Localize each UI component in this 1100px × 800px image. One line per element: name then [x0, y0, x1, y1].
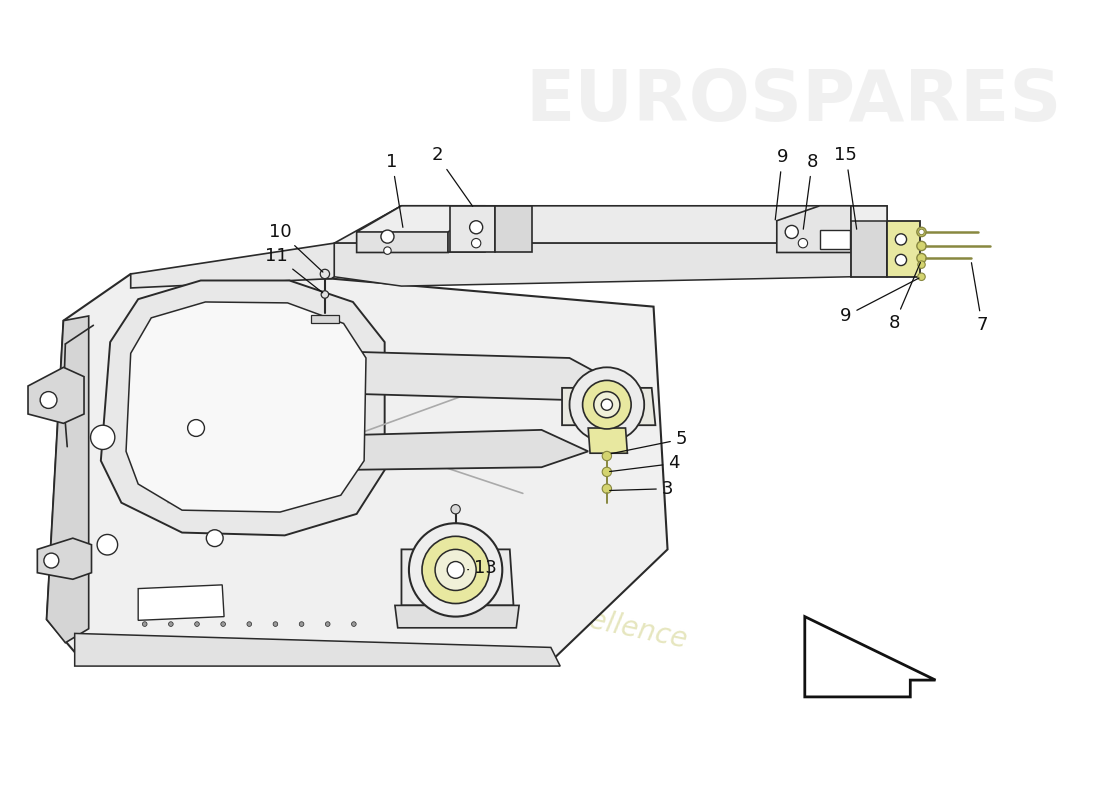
Circle shape: [799, 238, 807, 248]
Circle shape: [273, 622, 278, 626]
Polygon shape: [75, 634, 560, 666]
Polygon shape: [495, 206, 532, 253]
Circle shape: [583, 380, 631, 429]
Circle shape: [44, 553, 58, 568]
Polygon shape: [334, 243, 851, 286]
Circle shape: [246, 622, 252, 626]
Circle shape: [916, 254, 926, 262]
Circle shape: [916, 227, 926, 237]
Circle shape: [570, 367, 645, 442]
Polygon shape: [820, 230, 849, 249]
Circle shape: [785, 226, 799, 238]
Circle shape: [436, 550, 476, 590]
Text: 9: 9: [840, 278, 918, 325]
Circle shape: [916, 242, 926, 250]
Polygon shape: [448, 206, 485, 253]
Circle shape: [321, 290, 329, 298]
Circle shape: [451, 505, 460, 514]
Circle shape: [142, 622, 147, 626]
Polygon shape: [805, 617, 935, 697]
Text: 4: 4: [609, 454, 680, 473]
Circle shape: [384, 247, 392, 254]
Polygon shape: [588, 428, 627, 454]
Circle shape: [895, 234, 906, 245]
Polygon shape: [101, 281, 385, 535]
Text: EUROSPARES: EUROSPARES: [526, 66, 1062, 136]
Circle shape: [40, 391, 57, 409]
Polygon shape: [46, 316, 89, 642]
Text: 9: 9: [776, 148, 788, 220]
Polygon shape: [887, 221, 920, 277]
Text: 5: 5: [612, 430, 688, 454]
Circle shape: [97, 534, 118, 555]
Circle shape: [320, 270, 330, 278]
Circle shape: [602, 467, 612, 477]
Text: 11: 11: [265, 247, 322, 293]
Circle shape: [188, 420, 205, 437]
Polygon shape: [402, 550, 514, 606]
Polygon shape: [356, 206, 448, 253]
Polygon shape: [311, 315, 339, 322]
Circle shape: [602, 399, 613, 410]
Circle shape: [917, 273, 925, 281]
Polygon shape: [777, 206, 851, 253]
Circle shape: [472, 238, 481, 248]
Circle shape: [602, 484, 612, 494]
Circle shape: [917, 261, 925, 268]
Polygon shape: [450, 206, 495, 253]
Circle shape: [470, 221, 483, 234]
Circle shape: [422, 536, 490, 603]
Polygon shape: [356, 206, 485, 232]
Circle shape: [326, 622, 330, 626]
Polygon shape: [37, 538, 91, 579]
Text: 10: 10: [268, 223, 323, 272]
Circle shape: [352, 622, 356, 626]
Text: 15: 15: [835, 146, 857, 230]
Circle shape: [381, 230, 394, 243]
Text: 13: 13: [468, 559, 497, 577]
Text: 8: 8: [803, 153, 818, 229]
Polygon shape: [126, 302, 366, 512]
Polygon shape: [395, 606, 519, 628]
Circle shape: [168, 622, 173, 626]
Polygon shape: [851, 206, 887, 221]
Polygon shape: [289, 430, 588, 470]
Text: 7: 7: [971, 262, 988, 334]
Circle shape: [207, 530, 223, 546]
Circle shape: [409, 523, 503, 617]
Polygon shape: [131, 243, 334, 288]
Circle shape: [594, 391, 620, 418]
Circle shape: [918, 229, 924, 234]
Circle shape: [299, 622, 304, 626]
Text: a passion for excellence: a passion for excellence: [355, 557, 690, 654]
Text: 2: 2: [431, 146, 473, 206]
Polygon shape: [851, 206, 887, 277]
Polygon shape: [28, 367, 84, 423]
Text: 1: 1: [386, 153, 403, 227]
Circle shape: [195, 622, 199, 626]
Polygon shape: [299, 351, 616, 400]
Circle shape: [90, 426, 114, 450]
Circle shape: [895, 254, 906, 266]
Polygon shape: [334, 206, 851, 253]
Polygon shape: [334, 243, 851, 253]
Circle shape: [602, 451, 612, 461]
Circle shape: [448, 562, 464, 578]
Text: 8: 8: [889, 262, 921, 333]
Polygon shape: [139, 585, 224, 620]
Polygon shape: [46, 274, 668, 662]
Circle shape: [221, 622, 226, 626]
Polygon shape: [562, 388, 656, 426]
Text: 3: 3: [609, 480, 673, 498]
